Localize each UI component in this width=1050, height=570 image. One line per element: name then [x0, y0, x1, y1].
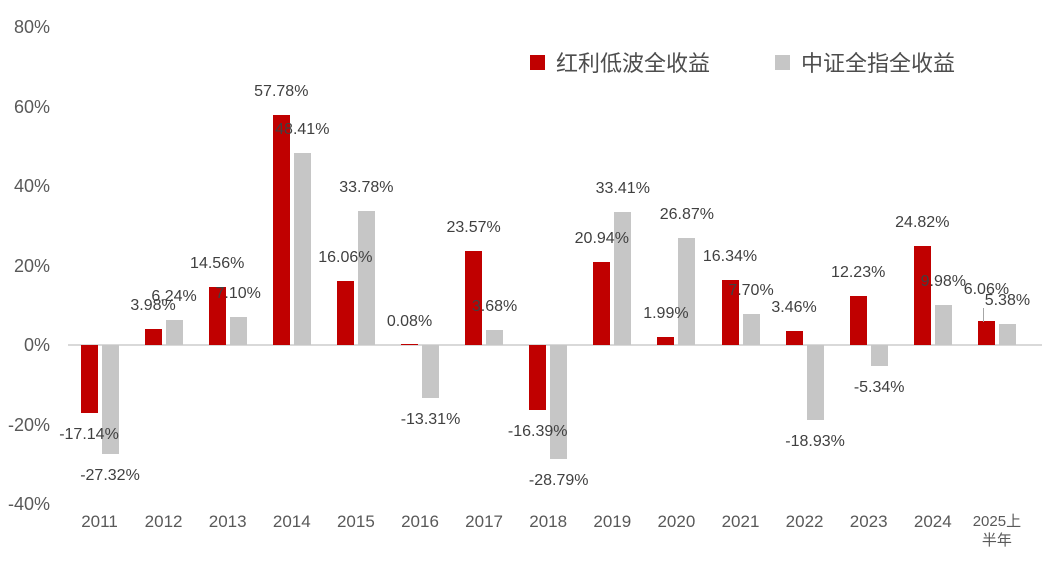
bar-gray	[678, 238, 696, 345]
bar-gray	[550, 345, 568, 460]
y-tick-label: 40%	[13, 176, 50, 196]
y-tick-label: 0%	[23, 335, 50, 355]
y-tick-label: -40%	[7, 494, 50, 514]
data-label: -28.79%	[528, 472, 589, 490]
bar-gray	[357, 210, 375, 345]
bar-red	[529, 345, 547, 411]
data-label: 3.46%	[771, 299, 817, 317]
y-tick-label: -20%	[7, 414, 50, 435]
y-tick-label: 60%	[13, 96, 50, 117]
y-tick-label: 80%	[13, 17, 50, 37]
bar-red	[593, 261, 611, 345]
x-tick-label: 2025上 半年	[972, 513, 1022, 549]
data-label: 33.41%	[595, 180, 650, 198]
x-tick-label: 2013	[208, 512, 247, 531]
data-label: -18.93%	[785, 433, 845, 451]
x-tick-label: 2015	[336, 512, 375, 531]
legend-label: 中证全指全收益	[801, 51, 956, 76]
bar-red	[336, 281, 354, 345]
bar-red	[977, 320, 995, 345]
data-label: 33.78%	[339, 178, 394, 196]
data-label: 12.23%	[831, 264, 886, 282]
legend-item-csi-all: 中证全指全收益	[775, 46, 955, 78]
bar-gray	[229, 316, 247, 345]
data-label: 16.06%	[318, 249, 373, 267]
bar-gray	[998, 323, 1016, 345]
label-leader-line	[982, 307, 984, 322]
data-label: 57.78%	[254, 83, 309, 101]
data-label: 48.41%	[275, 120, 330, 138]
data-label: 6.06%	[963, 280, 1010, 298]
data-label: 7.70%	[728, 282, 774, 300]
bar-gray	[422, 345, 439, 398]
bar-red	[657, 337, 675, 345]
data-label: 20.94%	[574, 229, 629, 247]
x-tick-label: 2021	[721, 512, 760, 531]
bar-gray	[486, 330, 504, 345]
x-tick-label: 2019	[593, 512, 632, 531]
x-tick-label: 2016	[401, 512, 439, 531]
bar-gray	[870, 345, 888, 367]
data-label: 6.24%	[151, 288, 197, 306]
bar-red	[272, 115, 290, 345]
data-label: -5.34%	[853, 379, 905, 397]
legend-swatch-gray-icon	[775, 54, 790, 70]
data-label: 24.82%	[895, 214, 950, 232]
x-tick-label: 2017	[465, 512, 503, 531]
data-label: 1.99%	[643, 305, 689, 323]
data-label: -27.32%	[80, 466, 140, 484]
bar-red	[913, 246, 931, 345]
bar-gray	[934, 305, 952, 345]
bar-red	[208, 287, 226, 345]
data-label: 3.98%	[130, 297, 176, 315]
data-label: 5.38%	[984, 291, 1031, 309]
data-label: -17.14%	[59, 426, 119, 444]
bar-red	[721, 280, 739, 345]
bar-red	[80, 345, 98, 414]
data-label: 14.56%	[190, 255, 245, 273]
data-label: -16.39%	[507, 423, 568, 441]
data-label: 23.57%	[446, 219, 501, 237]
bar-gray	[101, 345, 119, 454]
x-tick-label: 2024	[913, 512, 952, 531]
bar-gray	[614, 212, 632, 345]
data-label: 0.08%	[386, 312, 433, 330]
x-tick-label: 2012	[144, 512, 183, 531]
bar-red	[785, 331, 803, 345]
data-label: 7.10%	[215, 284, 261, 302]
x-tick-label: 2018	[529, 512, 568, 531]
bar-red	[849, 296, 867, 345]
x-tick-label: 2011	[81, 512, 118, 531]
data-label: -13.31%	[400, 410, 461, 428]
y-tick-label: 20%	[13, 255, 50, 276]
legend-swatch-red-icon	[530, 54, 545, 70]
legend-label: 红利低波全收益	[556, 51, 711, 76]
bar-gray	[293, 152, 311, 345]
data-label: 16.34%	[702, 248, 758, 266]
x-tick-label: 2023	[849, 512, 888, 531]
bar-gray	[742, 314, 760, 345]
bar-red	[401, 344, 418, 345]
data-label: 3.68%	[471, 298, 518, 316]
bar-gray	[806, 345, 824, 421]
x-tick-label: 2022	[785, 512, 824, 531]
bar-red	[144, 329, 162, 345]
legend-item-dividend-lowvol: 红利低波全收益	[530, 46, 710, 78]
bar-red	[465, 251, 483, 345]
x-tick-label: 2020	[657, 512, 696, 531]
data-label: 26.87%	[659, 206, 715, 224]
x-tick-label: 2014	[272, 512, 311, 531]
bar-gray	[165, 320, 183, 345]
data-label: 9.98%	[920, 273, 966, 291]
